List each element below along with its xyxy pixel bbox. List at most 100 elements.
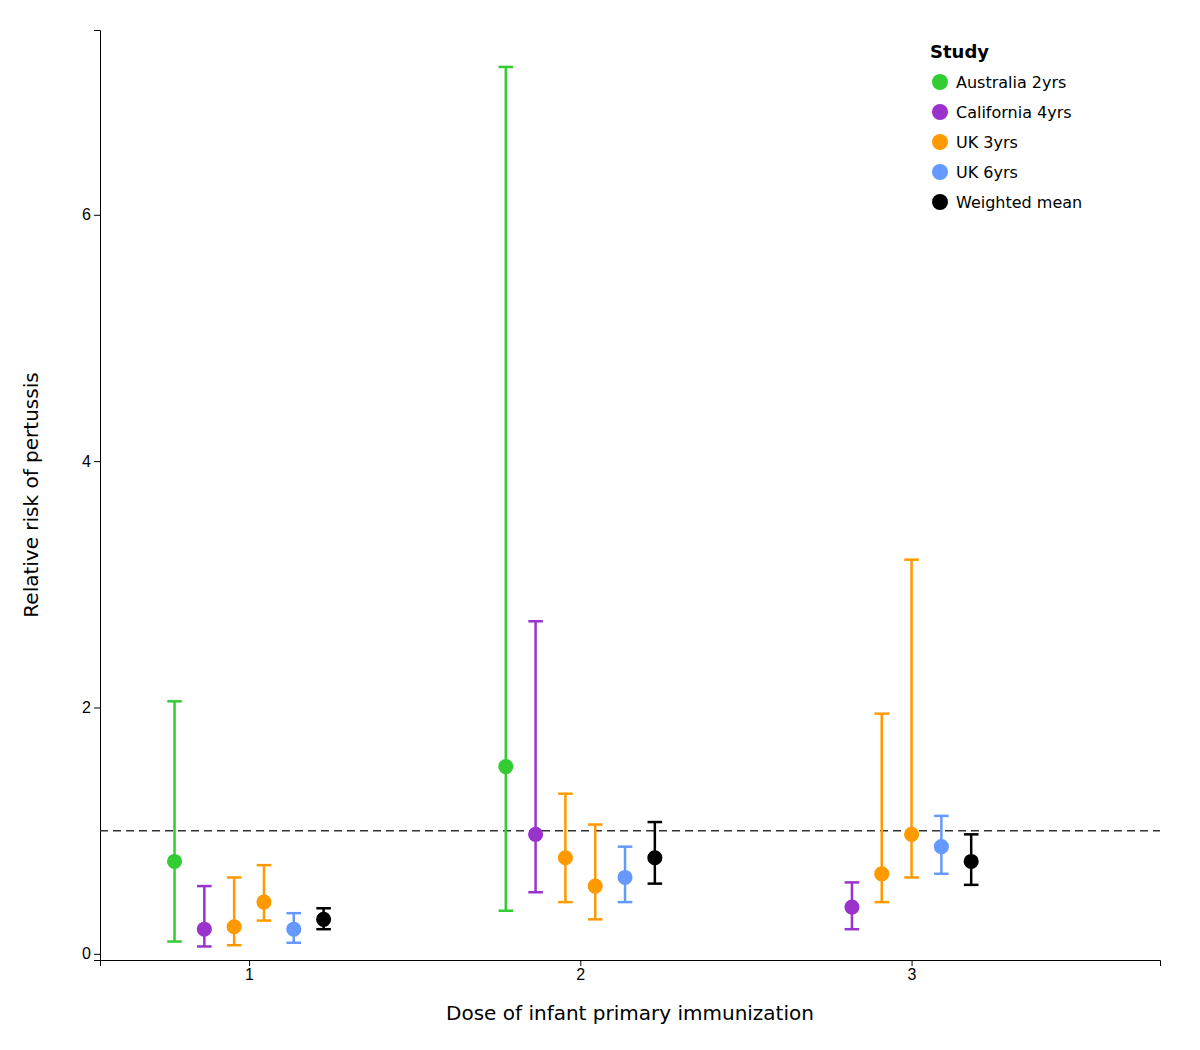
tick: 3 xyxy=(908,960,917,983)
tick: 6 xyxy=(82,206,100,223)
error-bar xyxy=(316,908,331,929)
error-cap-upper xyxy=(934,815,949,818)
error-cap-lower xyxy=(845,928,860,931)
error-cap-upper xyxy=(618,845,633,848)
error-bar xyxy=(904,560,919,878)
error-bar-line xyxy=(233,877,236,945)
point xyxy=(617,870,632,885)
error-cap-lower xyxy=(528,891,543,894)
legend: Study Australia 2yrs California 4yrs UK 3yr… xyxy=(930,41,1082,212)
error-bar xyxy=(588,825,603,920)
error-cap-upper xyxy=(558,792,573,795)
error-cap-upper xyxy=(498,66,513,69)
legend-swatch xyxy=(932,74,948,90)
error-bar xyxy=(964,834,979,885)
legend-swatch xyxy=(932,134,948,150)
tick-label: 4 xyxy=(82,453,91,470)
point xyxy=(874,866,889,881)
legend-swatch xyxy=(932,194,948,210)
error-cap-upper xyxy=(874,712,889,715)
tick: 1 xyxy=(245,960,254,983)
point xyxy=(498,759,513,774)
legend-swatch xyxy=(932,104,948,120)
tick: 4 xyxy=(82,453,100,470)
legend-title: Study xyxy=(930,41,989,62)
error-bar xyxy=(934,816,949,874)
y-axis: 0 2 4 6 xyxy=(82,31,100,963)
x-axis: 1 2 3 xyxy=(101,960,1161,983)
error-cap-upper xyxy=(904,558,919,561)
error-bar-line xyxy=(203,886,206,946)
legend-item: Australia 2yrs xyxy=(932,73,1066,92)
point xyxy=(316,912,331,927)
error-bar xyxy=(197,886,212,946)
legend-item: California 4yrs xyxy=(932,103,1072,122)
point xyxy=(964,854,979,869)
error-cap-upper xyxy=(167,700,182,703)
error-cap-lower xyxy=(197,945,212,948)
error-cap-lower xyxy=(227,944,242,947)
error-cap-lower xyxy=(167,940,182,943)
tick-mark xyxy=(94,461,100,462)
error-cap-lower xyxy=(904,876,919,879)
tick-mark xyxy=(94,215,100,216)
error-cap-upper xyxy=(257,864,272,867)
point xyxy=(197,922,212,937)
legend-label: UK 6yrs xyxy=(956,163,1018,182)
tick-label: 3 xyxy=(908,966,917,983)
error-cap-lower xyxy=(588,918,603,921)
chart: 1 2 3 0 2 4 6 Dose of infant primary immunizati… xyxy=(0,0,1200,1050)
error-bar xyxy=(874,714,889,902)
point xyxy=(558,850,573,865)
error-bar xyxy=(498,67,513,911)
error-bar xyxy=(257,865,272,920)
error-bar xyxy=(648,822,663,884)
error-cap-upper xyxy=(286,912,301,915)
legend-label: Australia 2yrs xyxy=(956,73,1066,92)
error-cap-lower xyxy=(558,901,573,904)
error-cap-lower xyxy=(964,884,979,887)
error-cap-upper xyxy=(227,876,242,879)
reference-line xyxy=(100,830,1160,832)
error-bar xyxy=(227,877,242,945)
tick-mark xyxy=(94,707,100,708)
legend-item: UK 3yrs xyxy=(932,133,1018,152)
tick-label: 2 xyxy=(576,966,585,983)
error-cap-upper xyxy=(316,907,331,910)
axis-line xyxy=(94,31,101,961)
point xyxy=(167,854,182,869)
plot: 1 2 3 0 2 4 6 Dose of infant primary immunizati… xyxy=(19,31,1161,1026)
error-bar-line xyxy=(263,865,266,920)
point xyxy=(286,922,301,937)
tick: 2 xyxy=(576,960,585,983)
legend-item: Weighted mean xyxy=(932,193,1082,212)
error-bar-line xyxy=(594,825,597,920)
legend-label: UK 3yrs xyxy=(956,133,1018,152)
error-cap-upper xyxy=(845,881,860,884)
point xyxy=(904,827,919,842)
axis-line xyxy=(101,961,1161,967)
error-cap-lower xyxy=(257,919,272,922)
y-axis-title: Relative risk of pertussis xyxy=(19,372,43,617)
legend-label: California 4yrs xyxy=(956,103,1072,122)
tick-label: 6 xyxy=(82,206,91,223)
tick-mark xyxy=(580,960,581,966)
tick: 2 xyxy=(82,699,100,716)
error-cap-lower xyxy=(316,928,331,931)
error-cap-upper xyxy=(528,620,543,623)
point xyxy=(588,879,603,894)
error-cap-lower xyxy=(874,901,889,904)
error-bar-line xyxy=(564,794,567,902)
error-bar-line xyxy=(534,621,537,892)
error-cap-lower xyxy=(286,942,301,945)
tick-mark xyxy=(912,960,913,966)
error-cap-upper xyxy=(648,821,663,824)
error-cap-lower xyxy=(618,901,633,904)
x-axis-title: Dose of infant primary immunization xyxy=(446,1001,814,1025)
tick-label: 0 xyxy=(82,945,91,962)
tick-mark xyxy=(249,960,250,966)
error-bar xyxy=(167,701,182,941)
error-bar xyxy=(558,794,573,902)
error-bar xyxy=(618,847,633,902)
error-bar xyxy=(845,882,860,929)
